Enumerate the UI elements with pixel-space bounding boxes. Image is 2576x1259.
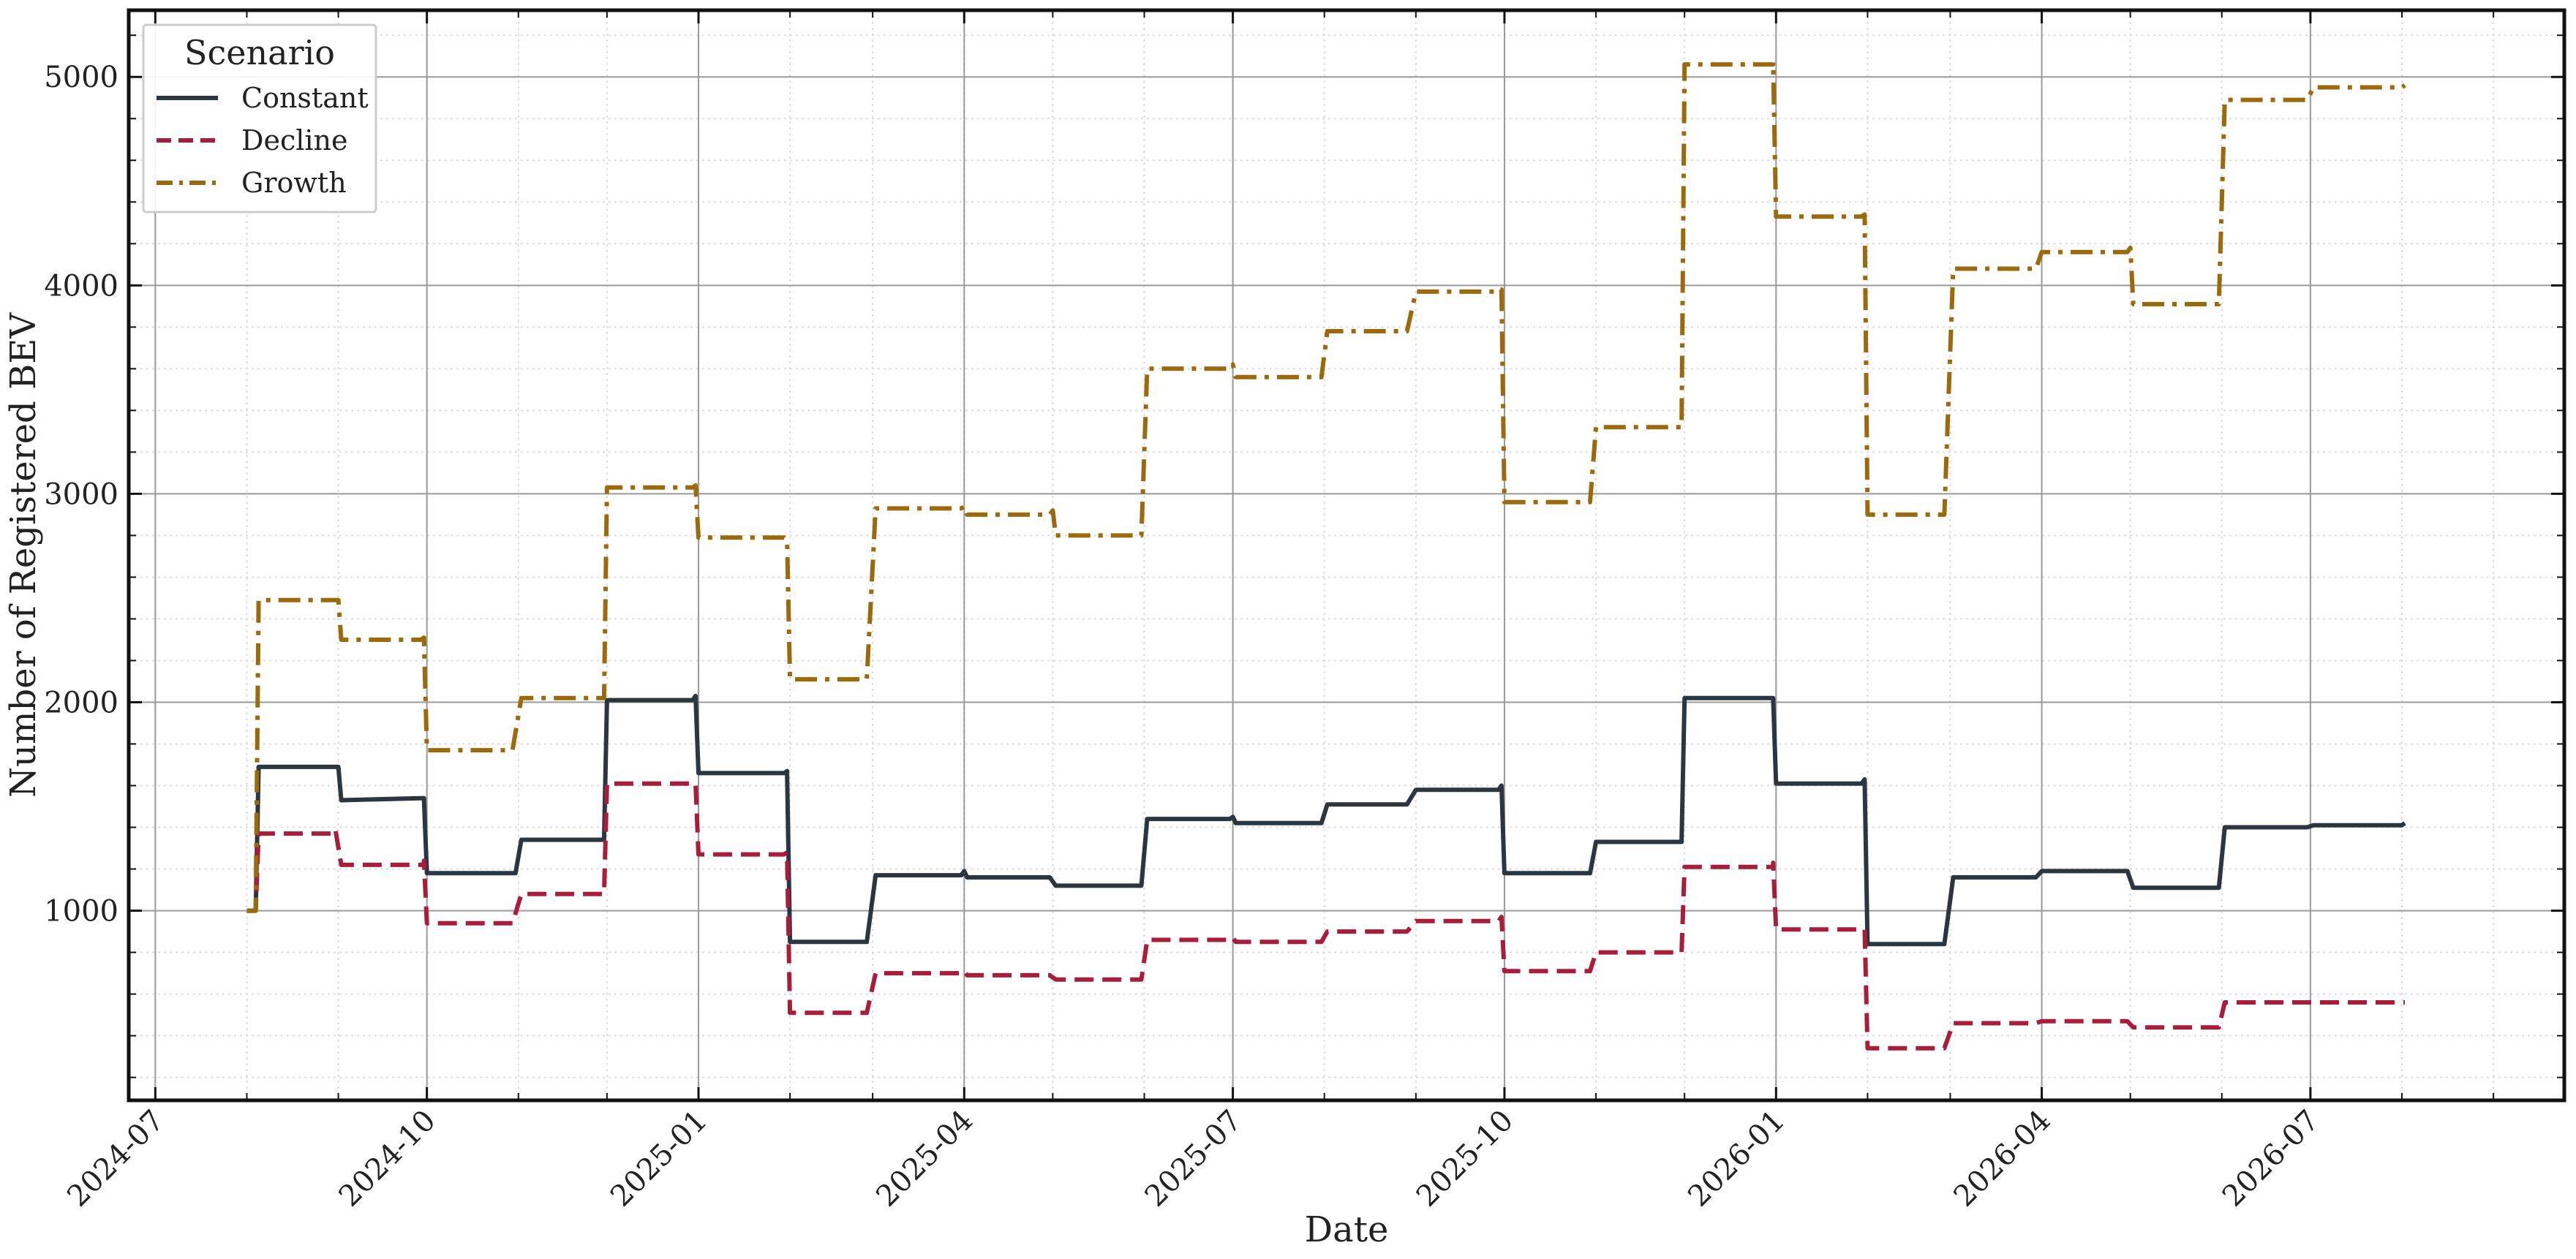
y-tick-labels: 1000 2000 3000 4000 5000 bbox=[44, 61, 118, 928]
legend: Scenario Constant Decline Growth bbox=[142, 23, 377, 213]
legend-title: Scenario bbox=[184, 33, 335, 72]
series-growth bbox=[246, 60, 2406, 913]
legend-items: Constant Decline Growth bbox=[157, 82, 369, 199]
series-line-decline bbox=[246, 781, 2405, 1051]
y-tick-label: 1000 bbox=[44, 895, 118, 929]
series-line-growth bbox=[246, 60, 2406, 913]
y-tick-label: 2000 bbox=[44, 686, 118, 719]
y-axis-title: Number of Registered BEV bbox=[3, 312, 44, 798]
series-layer bbox=[246, 60, 2406, 1051]
y-tick-label: 5000 bbox=[44, 61, 118, 94]
legend-label-decline: Decline bbox=[241, 124, 348, 156]
x-axis-title: Date bbox=[1305, 1209, 1389, 1250]
legend-box bbox=[142, 23, 377, 213]
y-tick-label: 3000 bbox=[44, 477, 118, 511]
legend-label-constant: Constant bbox=[241, 82, 369, 114]
plot-frame bbox=[127, 8, 2566, 1103]
axis-ticks bbox=[129, 10, 2564, 1100]
y-tick-label: 4000 bbox=[44, 269, 118, 303]
legend-label-growth: Growth bbox=[241, 167, 347, 199]
series-decline bbox=[246, 781, 2405, 1051]
